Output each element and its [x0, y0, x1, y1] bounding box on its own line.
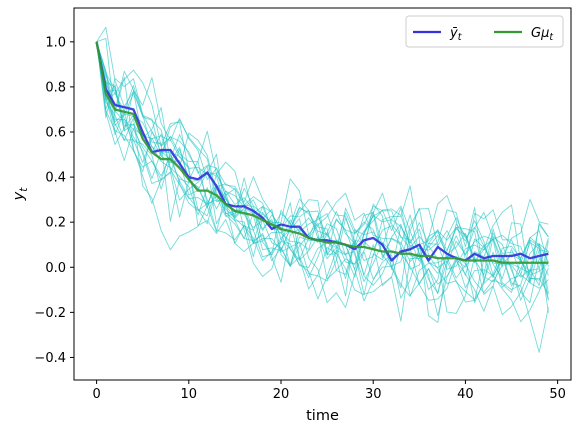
- y-axis-label: yt: [11, 187, 30, 202]
- sample-path-line: [96, 41, 549, 353]
- theory-series-line: [95, 41, 549, 264]
- x-axis-ticks: 0 10 20 30 40 50: [92, 380, 566, 402]
- x-tick-label: 0: [92, 387, 100, 402]
- y-tick-label: 1.0: [45, 35, 66, 50]
- sample-path-line: [96, 41, 549, 296]
- series-lines: [95, 41, 549, 264]
- sample-path-line: [96, 41, 549, 309]
- sample-path-line: [96, 41, 549, 317]
- x-tick-label: 10: [181, 387, 198, 402]
- y-axis-ticks: −0.4 −0.2 0.0 0.2 0.4 0.6 0.8 1.0: [34, 35, 74, 366]
- x-tick-label: 40: [457, 387, 474, 402]
- legend-box: [405, 15, 564, 48]
- y-tick-label: 0.2: [45, 216, 66, 231]
- plot-background: [74, 8, 571, 380]
- sample-path-line: [96, 26, 549, 281]
- legend-label-theory: Gμt: [531, 26, 554, 43]
- x-tick-label: 20: [273, 387, 290, 402]
- y-tick-label: 0.6: [45, 126, 66, 141]
- y-tick-label: 0.0: [45, 261, 66, 276]
- plot-frame: [73, 7, 572, 381]
- sample-path-line: [96, 41, 549, 313]
- sample-path-line: [96, 41, 549, 279]
- x-tick-label: 50: [549, 387, 566, 402]
- x-axis-label: time: [306, 408, 339, 424]
- y-tick-label: −0.4: [34, 351, 66, 366]
- legend: ȳt Gμt: [405, 15, 564, 48]
- y-tick-label: −0.2: [34, 306, 66, 321]
- y-tick-label: 0.8: [45, 80, 66, 95]
- x-tick-label: 30: [365, 387, 382, 402]
- legend-label-mean: ȳt: [449, 26, 463, 43]
- y-tick-label: 0.4: [45, 171, 66, 186]
- y-axis-label-subscript: t: [18, 187, 30, 192]
